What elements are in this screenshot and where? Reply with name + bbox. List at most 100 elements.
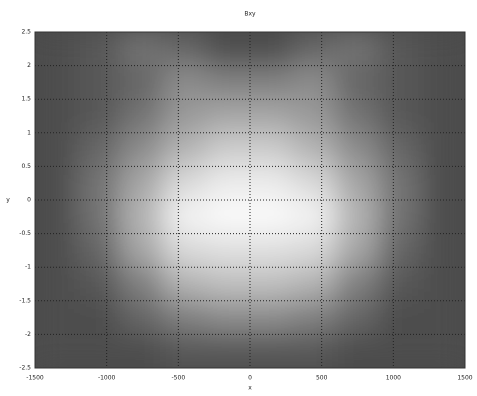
heat-cell <box>421 64 465 101</box>
y-tick-label: -1.5 <box>19 297 31 304</box>
heat-cell <box>35 165 79 201</box>
heat-cell <box>378 232 423 269</box>
heat-cell <box>163 299 208 336</box>
heat-cell <box>292 333 337 368</box>
heat-cell <box>120 333 165 368</box>
y-tick-label: -0.5 <box>19 230 31 237</box>
heat-cell <box>206 98 251 134</box>
heat-cell <box>206 165 251 201</box>
heat-cell <box>335 98 380 134</box>
heat-cell <box>120 165 165 201</box>
heat-cell <box>378 131 423 168</box>
heat-cell <box>292 199 337 235</box>
heat-cell <box>335 232 380 269</box>
heat-cell <box>421 165 465 201</box>
heat-cell <box>292 32 337 67</box>
heat-cell <box>421 299 465 336</box>
heat-cell <box>378 165 423 201</box>
heat-cell <box>249 131 294 168</box>
heat-cell <box>77 232 122 269</box>
heat-cell <box>335 32 380 67</box>
heat-cell <box>35 232 79 269</box>
heat-cell <box>120 32 165 67</box>
heat-cell <box>163 266 208 302</box>
heat-cell <box>421 131 465 168</box>
heat-cell <box>249 98 294 134</box>
heat-cell <box>292 266 337 302</box>
x-axis-label: x <box>248 385 252 392</box>
x-tick-label: -1500 <box>26 375 44 382</box>
heat-cell <box>206 131 251 168</box>
heat-cell <box>335 199 380 235</box>
heat-cell <box>335 333 380 368</box>
heat-cell <box>421 266 465 302</box>
heat-cell <box>35 32 79 67</box>
heat-cell <box>120 199 165 235</box>
heat-cell <box>292 98 337 134</box>
heat-cell <box>77 199 122 235</box>
heat-cell <box>77 165 122 201</box>
heat-cell <box>249 165 294 201</box>
heat-cell <box>335 64 380 101</box>
heat-cell <box>35 266 79 302</box>
heatmap <box>35 32 465 368</box>
x-tick-label: 1500 <box>457 375 472 382</box>
heat-cell <box>35 64 79 101</box>
heat-cell <box>378 299 423 336</box>
heat-cell <box>77 266 122 302</box>
heat-cell <box>163 131 208 168</box>
heat-cell <box>120 98 165 134</box>
heat-cell <box>292 165 337 201</box>
heatmap-cells <box>35 32 465 368</box>
y-tick-label: 0.5 <box>21 163 31 170</box>
heat-cell <box>120 299 165 336</box>
heat-cell <box>35 131 79 168</box>
heat-cell <box>249 199 294 235</box>
heat-cell <box>35 299 79 336</box>
heat-cell <box>378 32 423 67</box>
heat-cell <box>77 299 122 336</box>
heat-cell <box>163 199 208 235</box>
heat-cell <box>206 232 251 269</box>
y-tick-label: 2 <box>27 62 31 69</box>
heat-cell <box>163 165 208 201</box>
heat-cell <box>249 32 294 67</box>
heat-cell <box>206 64 251 101</box>
heat-cell <box>378 64 423 101</box>
y-axis-label: y <box>6 197 10 204</box>
y-tick-label: -2.5 <box>19 365 31 372</box>
heat-cell <box>206 32 251 67</box>
heat-cell <box>77 131 122 168</box>
heat-cell <box>249 266 294 302</box>
heat-cell <box>421 232 465 269</box>
y-tick-label: 1.5 <box>21 96 31 103</box>
heat-cell <box>335 299 380 336</box>
heat-cell <box>335 131 380 168</box>
x-tick-label: 1000 <box>386 375 401 382</box>
heat-cell <box>35 333 79 368</box>
heat-cell <box>292 64 337 101</box>
heat-cell <box>163 333 208 368</box>
heat-cell <box>378 266 423 302</box>
heat-cell <box>206 266 251 302</box>
x-tick-label: 500 <box>316 375 328 382</box>
heat-cell <box>120 266 165 302</box>
y-tick-label: 0 <box>27 197 31 204</box>
heat-cell <box>206 299 251 336</box>
heat-cell <box>249 64 294 101</box>
x-tick-label: 0 <box>248 375 252 382</box>
heat-cell <box>35 199 79 235</box>
heat-cell <box>163 64 208 101</box>
plot-frame <box>34 31 466 369</box>
y-tick-label: -1 <box>25 264 31 271</box>
heat-cell <box>335 266 380 302</box>
heat-cell <box>206 199 251 235</box>
heat-cell <box>421 98 465 134</box>
y-tick-label: 1 <box>27 129 31 136</box>
heat-cell <box>120 131 165 168</box>
heat-cell <box>35 98 79 134</box>
heat-cell <box>249 232 294 269</box>
heat-cell <box>77 333 122 368</box>
